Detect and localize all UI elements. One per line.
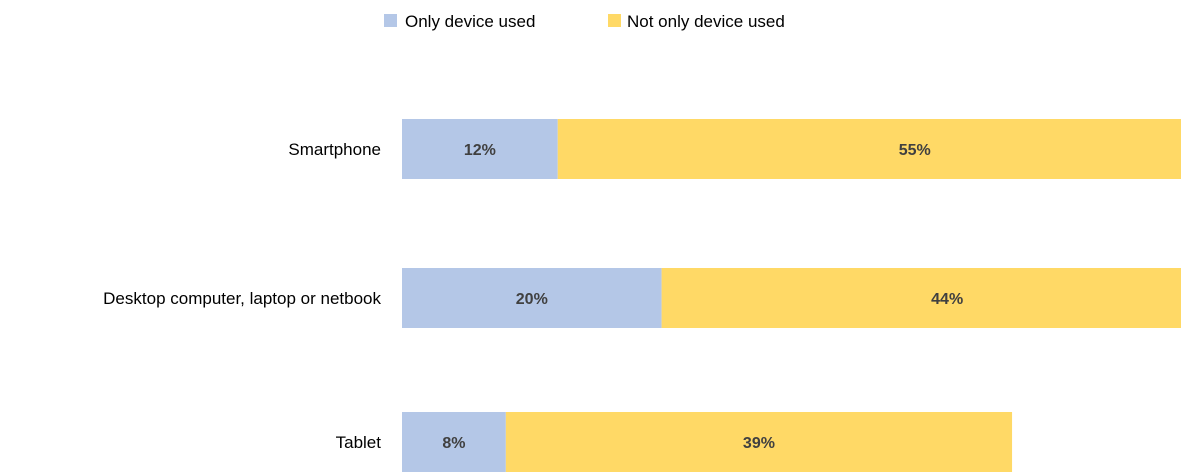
bar-not-only-device-used-desktop-computer-laptop-or-netbook xyxy=(661,268,1181,328)
bar-only-device-used-tablet xyxy=(402,412,506,472)
category-axis-labels: Smartphone Desktop computer, laptop or ne… xyxy=(103,140,381,452)
category-label-smartphone: Smartphone xyxy=(288,140,381,159)
data-labels: 12% 55% 20% 44% 8% 39% xyxy=(442,142,963,452)
data-label-only-device-used-smartphone: 12% xyxy=(464,142,496,159)
legend-swatch-not-only-device-used xyxy=(608,14,621,27)
category-label-tablet: Tablet xyxy=(336,433,382,452)
bar-not-only-device-used-smartphone xyxy=(557,119,1181,179)
category-label-desktop-computer-laptop-or-netbook: Desktop computer, laptop or netbook xyxy=(103,289,381,308)
bar-only-device-used-smartphone xyxy=(402,119,558,179)
data-label-not-only-device-used-smartphone: 55% xyxy=(899,142,931,159)
data-label-only-device-used-tablet: 8% xyxy=(442,435,465,452)
data-label-not-only-device-used-desktop-computer-laptop-or-netbook: 44% xyxy=(931,291,963,308)
chart-legend: Only device used Not only device used xyxy=(384,12,785,31)
data-label-only-device-used-desktop-computer-laptop-or-netbook: 20% xyxy=(516,291,548,308)
legend-label-only-device-used: Only device used xyxy=(405,12,535,31)
data-label-not-only-device-used-tablet: 39% xyxy=(743,435,775,452)
bar-segments xyxy=(402,119,1181,472)
legend-swatch-only-device-used xyxy=(384,14,397,27)
legend-label-not-only-device-used: Not only device used xyxy=(627,12,785,31)
bar-only-device-used-desktop-computer-laptop-or-netbook xyxy=(402,268,662,328)
bar-not-only-device-used-tablet xyxy=(505,412,1013,472)
